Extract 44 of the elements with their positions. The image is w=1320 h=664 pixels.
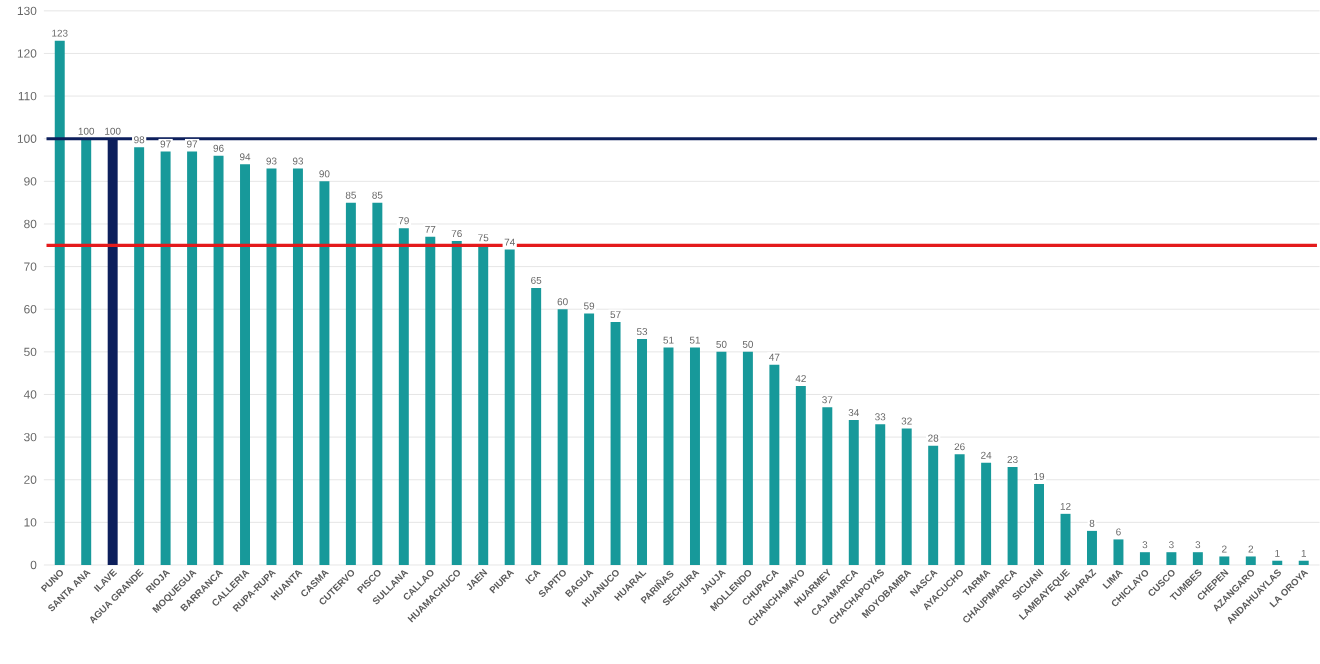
bar bbox=[901, 428, 912, 565]
bar bbox=[531, 287, 542, 565]
bar bbox=[848, 419, 859, 565]
bar bbox=[160, 151, 171, 565]
bar bbox=[1087, 530, 1097, 565]
bar bbox=[266, 168, 277, 565]
bar bbox=[822, 406, 833, 565]
bar bbox=[663, 347, 674, 565]
bar bbox=[981, 462, 992, 565]
bar bbox=[742, 351, 753, 565]
bar bbox=[795, 385, 806, 565]
bar bbox=[345, 202, 356, 565]
bar bbox=[1034, 483, 1045, 565]
bar bbox=[319, 181, 330, 565]
bar bbox=[292, 168, 303, 565]
bar bbox=[451, 240, 462, 565]
bar bbox=[557, 308, 568, 565]
bar bbox=[240, 163, 250, 565]
bar bbox=[1007, 466, 1018, 565]
bar bbox=[928, 445, 939, 565]
bar bbox=[1192, 551, 1203, 565]
bar bbox=[213, 155, 224, 565]
bar bbox=[769, 364, 780, 565]
bar bbox=[1219, 556, 1230, 565]
bar bbox=[1113, 539, 1124, 565]
bar bbox=[954, 453, 965, 565]
bar bbox=[1060, 513, 1071, 565]
bar bbox=[81, 138, 92, 565]
bar bbox=[372, 202, 383, 565]
bar bbox=[1245, 556, 1256, 565]
bar bbox=[54, 40, 65, 565]
bar bbox=[187, 151, 198, 565]
bar bbox=[716, 351, 727, 565]
bar bbox=[637, 338, 648, 565]
bar bbox=[478, 244, 489, 565]
bar bbox=[584, 313, 595, 565]
bar bbox=[610, 321, 621, 565]
bar bbox=[875, 424, 886, 565]
bar bbox=[1139, 551, 1150, 565]
bar bbox=[425, 236, 436, 565]
bar bbox=[1166, 551, 1177, 565]
bar bbox=[398, 227, 409, 565]
bar bbox=[689, 347, 700, 565]
bar bbox=[134, 146, 145, 565]
